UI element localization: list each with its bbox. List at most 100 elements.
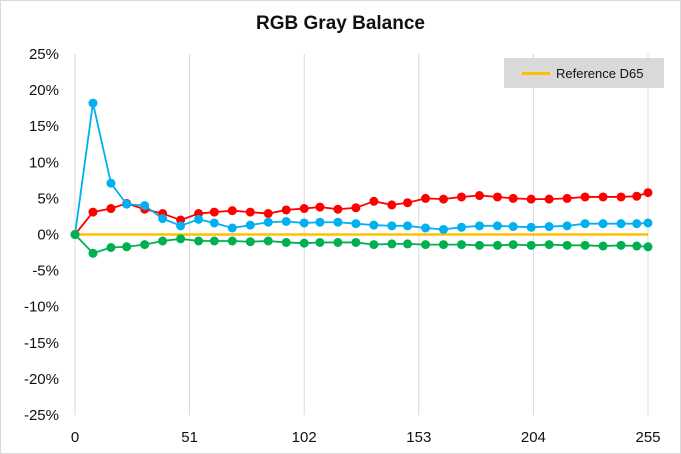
y-tick-label: 25% — [29, 46, 59, 63]
data-point-green — [526, 240, 536, 250]
data-point-blue — [106, 178, 116, 188]
data-point-red — [88, 207, 98, 217]
x-tick-label: 0 — [71, 429, 79, 446]
y-tick-label: -25% — [24, 407, 59, 424]
y-tick-label: 5% — [37, 190, 59, 207]
data-point-green — [508, 240, 518, 250]
series-line-blue — [74, 102, 649, 235]
data-point-red — [227, 206, 237, 216]
data-point-green — [580, 240, 590, 250]
data-point-blue — [263, 217, 273, 227]
data-point-green — [333, 237, 343, 247]
data-point-green — [245, 237, 255, 247]
y-tick-label: 20% — [29, 82, 59, 99]
data-point-green — [176, 234, 186, 244]
legend: Reference D65 — [504, 58, 664, 88]
series-line-green — [74, 233, 649, 255]
data-point-blue — [140, 201, 150, 211]
data-point-green — [194, 236, 204, 246]
legend-swatch-reference — [522, 71, 550, 75]
data-point-green — [643, 242, 653, 252]
data-point-blue — [616, 219, 626, 229]
data-point-green — [299, 238, 309, 248]
data-point-green — [544, 240, 554, 250]
data-point-red — [456, 192, 466, 202]
data-point-blue — [227, 223, 237, 233]
y-tick-label: 15% — [29, 118, 59, 135]
data-point-green — [562, 240, 572, 250]
chart-title: RGB Gray Balance — [256, 13, 425, 34]
data-point-red — [598, 192, 608, 202]
data-point-red — [245, 207, 255, 217]
data-point-blue — [508, 222, 518, 232]
data-point-red — [562, 193, 572, 203]
data-point-green — [439, 240, 449, 250]
data-point-red — [387, 200, 397, 210]
data-point-red — [632, 191, 642, 201]
data-point-blue — [474, 221, 484, 231]
data-point-red — [106, 204, 116, 214]
data-point-green — [474, 240, 484, 250]
data-point-green — [315, 237, 325, 247]
data-point-blue — [158, 214, 168, 224]
data-point-blue — [369, 220, 379, 230]
data-point-green — [403, 239, 413, 249]
data-point-red — [526, 194, 536, 204]
data-point-red — [369, 196, 379, 206]
data-point-blue — [403, 221, 413, 231]
data-point-blue — [299, 218, 309, 228]
data-point-blue — [122, 199, 132, 209]
data-point-green — [387, 239, 397, 249]
y-tick-label: 10% — [29, 154, 59, 171]
data-point-red — [333, 204, 343, 214]
x-tick-label: 204 — [521, 429, 546, 446]
data-point-green — [88, 248, 98, 258]
data-point-green — [158, 236, 168, 246]
data-point-blue — [598, 219, 608, 229]
y-tick-label: -15% — [24, 335, 59, 352]
data-point-green — [351, 237, 361, 247]
data-point-green — [122, 242, 132, 252]
data-point-red — [209, 207, 219, 217]
data-point-red — [474, 191, 484, 201]
data-point-green — [227, 236, 237, 246]
data-point-red — [299, 204, 309, 214]
legend-label-reference: Reference D65 — [556, 65, 644, 81]
data-point-red — [281, 205, 291, 215]
data-point-blue — [580, 219, 590, 229]
data-point-blue — [387, 221, 397, 231]
data-point-green — [281, 237, 291, 247]
data-point-green — [209, 236, 219, 246]
y-tick-label: -10% — [24, 299, 59, 316]
data-point-green — [456, 240, 466, 250]
data-point-blue — [492, 221, 502, 231]
data-point-blue — [643, 218, 653, 228]
data-point-green — [598, 241, 608, 251]
y-tick-label: -20% — [24, 371, 59, 388]
data-point-blue — [562, 221, 572, 231]
data-point-red — [263, 209, 273, 219]
data-point-red — [580, 192, 590, 202]
data-point-blue — [456, 222, 466, 232]
x-tick-label: 102 — [292, 429, 317, 446]
data-point-blue — [421, 223, 431, 233]
data-point-blue — [245, 220, 255, 230]
x-tick-label: 153 — [406, 429, 431, 446]
data-point-red — [544, 194, 554, 204]
data-point-red — [439, 194, 449, 204]
data-point-red — [403, 198, 413, 208]
data-point-green — [140, 240, 150, 250]
data-point-blue — [281, 217, 291, 227]
data-point-red — [643, 188, 653, 198]
data-point-green — [70, 230, 80, 239]
data-point-red — [351, 203, 361, 213]
series-line-red — [74, 191, 649, 236]
data-point-green — [369, 240, 379, 250]
data-point-blue — [88, 98, 98, 108]
x-tick-label: 51 — [181, 429, 198, 446]
data-point-blue — [632, 219, 642, 229]
data-point-green — [106, 242, 116, 252]
data-point-blue — [315, 217, 325, 227]
data-point-green — [616, 240, 626, 250]
